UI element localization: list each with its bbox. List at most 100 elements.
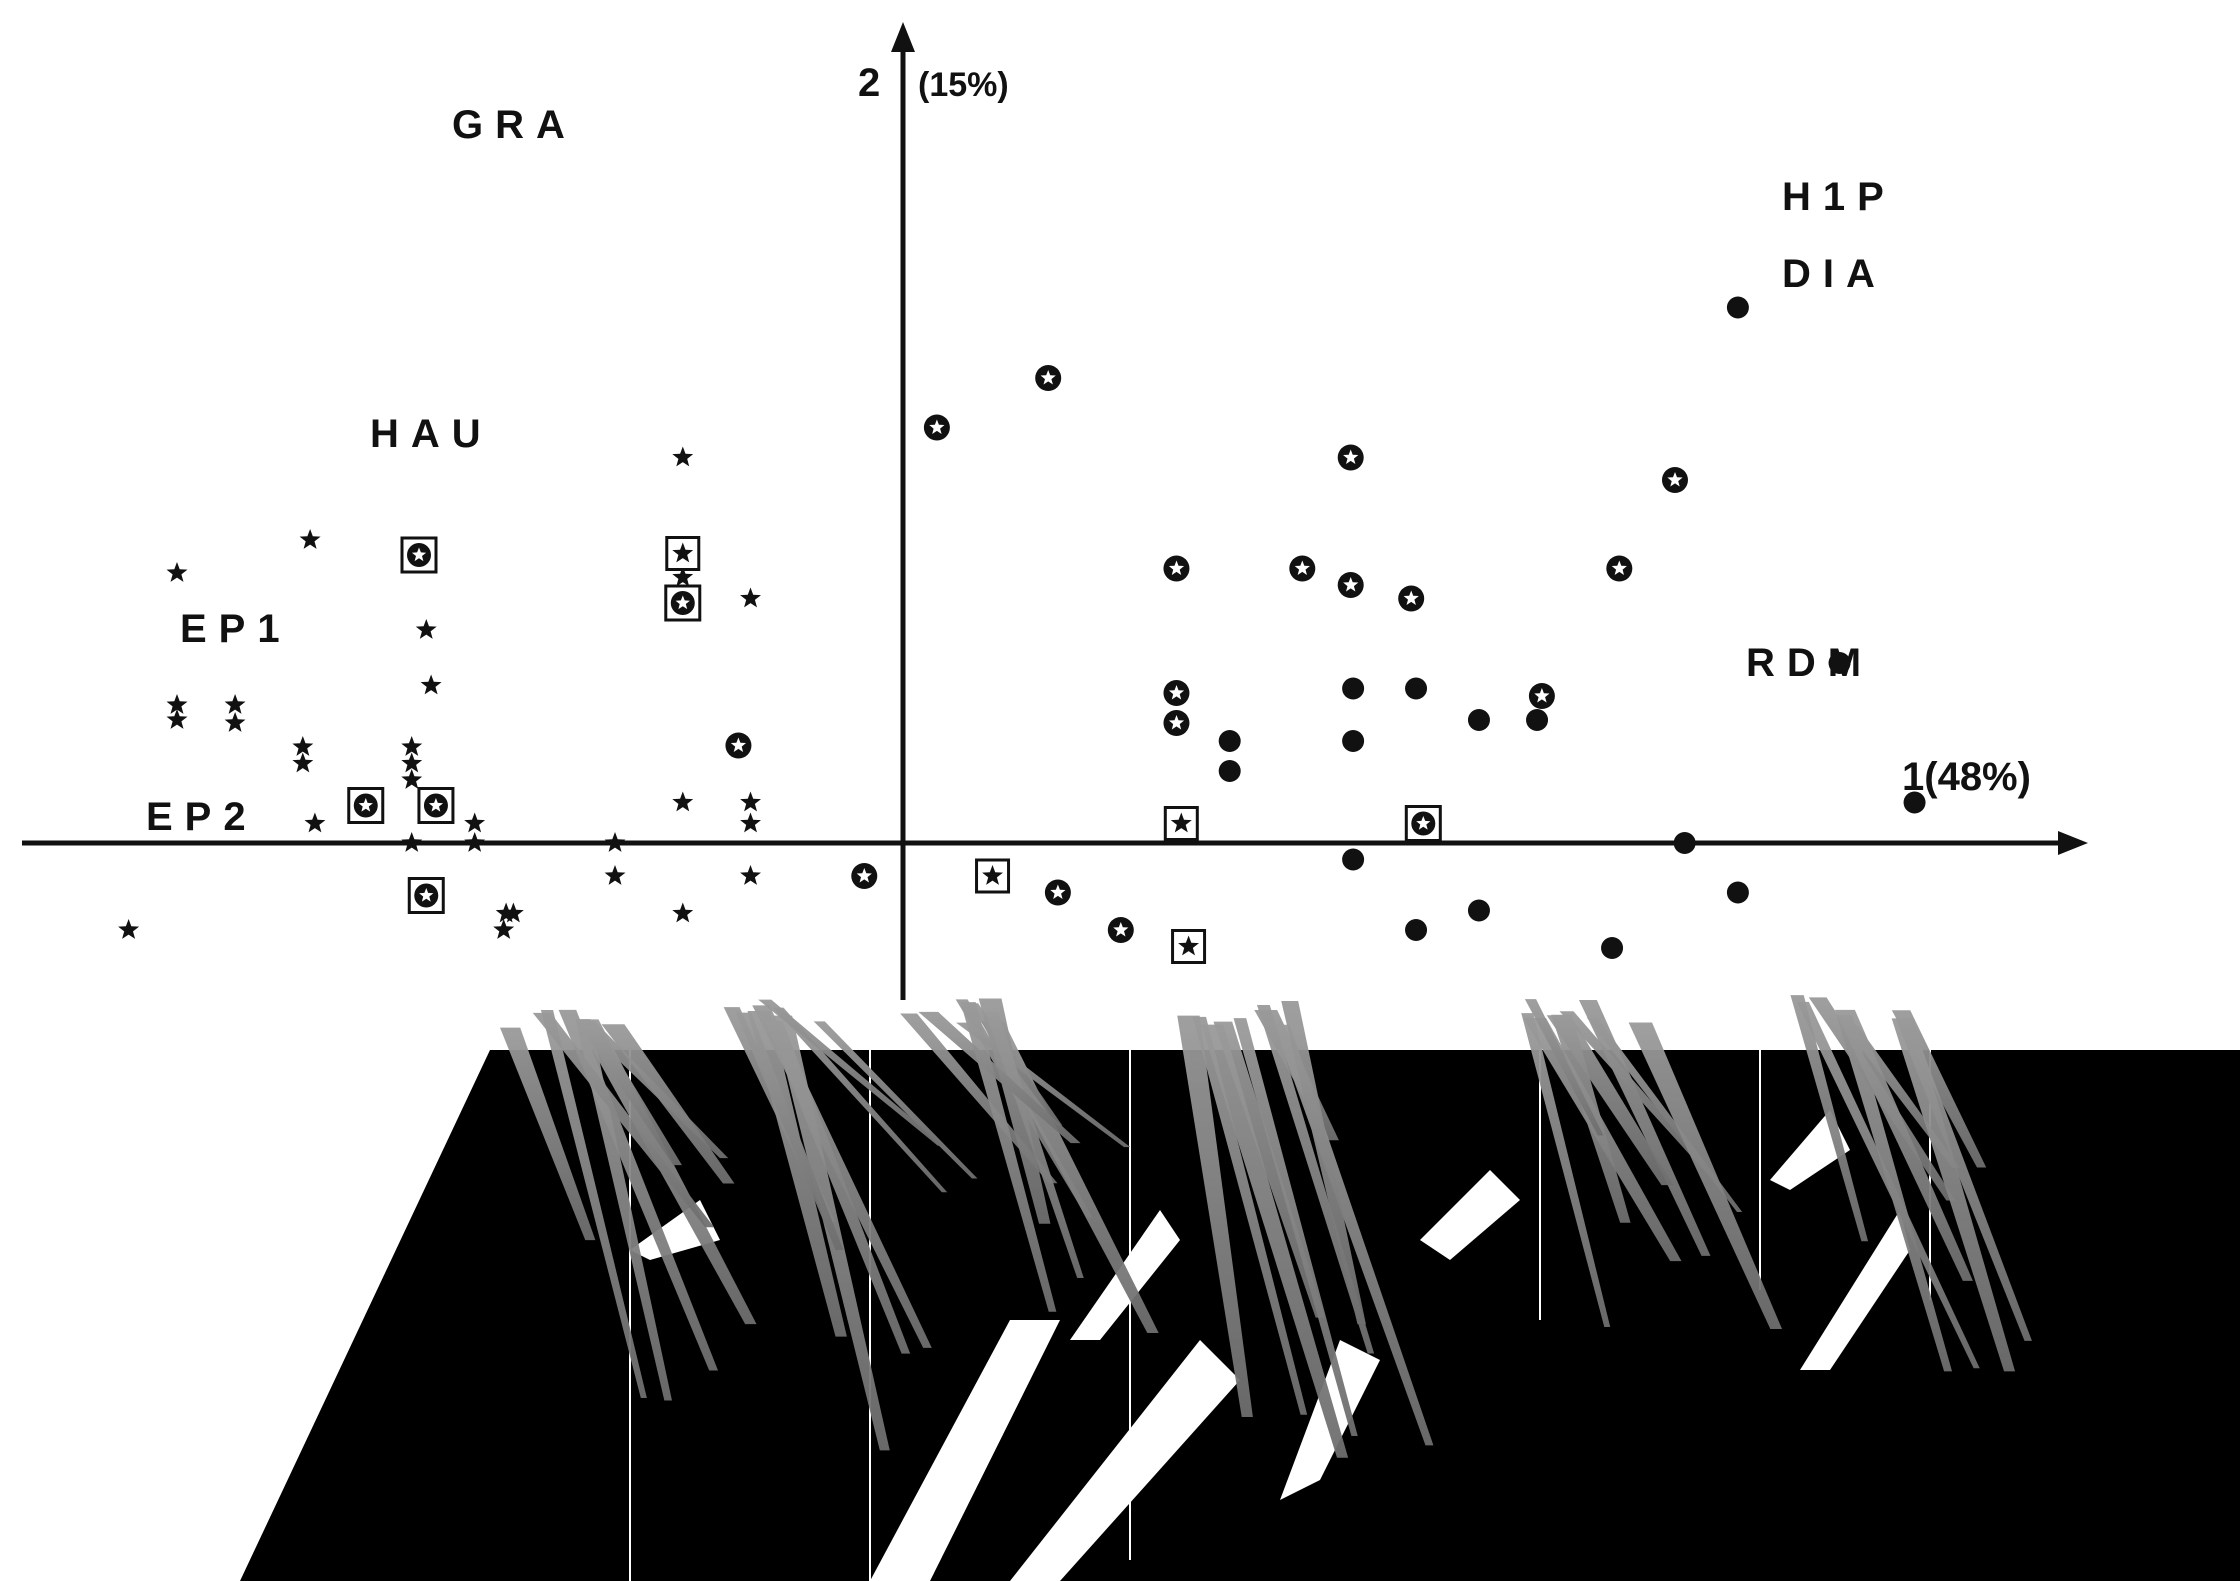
data-point-circle xyxy=(1405,919,1428,941)
data-point-circle xyxy=(1342,677,1365,700)
data-point-star xyxy=(292,752,314,773)
y-axis-label: (15%) xyxy=(918,66,1009,104)
data-point-circle-star xyxy=(1528,683,1555,709)
scan-artifact-fringe xyxy=(500,1027,596,1241)
data-point-circle xyxy=(1218,730,1241,752)
data-point-star xyxy=(292,736,314,756)
data-point-star xyxy=(166,709,188,729)
data-point-circle xyxy=(1218,760,1241,782)
data-point-circle-star xyxy=(1606,555,1633,582)
data-point-circle-star xyxy=(851,863,878,889)
scan-artifact-white-wedge xyxy=(1800,1210,1910,1370)
scan-artifact-fringe xyxy=(532,1012,715,1228)
scan-artifact-fringe xyxy=(1192,1016,1308,1415)
data-point-circle-star xyxy=(923,414,950,441)
scan-artifact-fringe xyxy=(1790,995,1869,1242)
scan-artifact-fringe xyxy=(1524,999,1604,1136)
data-point-circle-star xyxy=(1661,467,1688,493)
x-axis-arrowhead xyxy=(2058,831,2088,855)
data-point-star xyxy=(464,812,486,833)
data-points xyxy=(118,296,1926,964)
scan-artifact-fringe xyxy=(1834,1009,1973,1281)
scan-artifact-fringe xyxy=(956,1022,1131,1148)
data-point-star-in-box xyxy=(1171,929,1207,964)
scan-artifact-fringe xyxy=(1895,1019,2032,1341)
y-axis-number: 2 xyxy=(858,61,880,105)
scan-artifact-fringe xyxy=(1201,1024,1349,1458)
data-point-circle-star-in-box xyxy=(400,536,438,574)
scan-artifact-fringe xyxy=(978,998,1051,1224)
region-label-rdm: RDM xyxy=(1746,641,1873,685)
y-axis-arrowhead xyxy=(891,22,915,52)
scan-artifact-fringe xyxy=(1891,1018,2016,1372)
region-label-hau: HAU xyxy=(370,412,493,456)
scan-artifact-white-wedge xyxy=(870,1320,1060,1581)
scan-artifact-fringe xyxy=(1559,1011,1714,1173)
data-point-circle xyxy=(1726,296,1749,319)
scan-artifact-fringe xyxy=(1628,1022,1783,1330)
data-point-star xyxy=(224,712,246,732)
scan-artifact-fringes xyxy=(500,995,2032,1458)
data-point-circle xyxy=(1342,848,1365,871)
scan-artifact-fringe xyxy=(960,1002,1057,1312)
scan-artifact-fringe xyxy=(758,999,945,1146)
data-point-star-in-box xyxy=(975,858,1011,894)
data-point-circle-star xyxy=(1289,555,1316,582)
data-point-circle-star-in-box xyxy=(1404,805,1442,842)
data-point-star xyxy=(672,566,694,587)
data-point-circle-star xyxy=(1035,365,1062,391)
data-point-circle-star xyxy=(1107,917,1134,943)
data-point-circle-star-in-box xyxy=(664,584,702,622)
x-axis-label: 1(48%) xyxy=(1902,755,2031,799)
scan-artifact-fringe xyxy=(1177,1015,1253,1417)
data-point-star xyxy=(166,562,188,582)
scan-artifact-fringe xyxy=(1521,1013,1611,1328)
data-point-circle xyxy=(1405,677,1428,700)
scan-artifact-fringe xyxy=(575,1019,672,1401)
region-label-dia: DIA xyxy=(1782,252,1887,296)
data-point-star xyxy=(401,736,423,756)
data-point-star xyxy=(672,446,694,467)
data-point-star xyxy=(420,674,442,695)
data-point-star xyxy=(299,529,321,549)
data-point-circle xyxy=(1601,937,1624,959)
scan-artifact-fringe xyxy=(1546,1015,1674,1186)
data-point-star xyxy=(672,902,694,923)
data-point-star xyxy=(401,832,423,852)
data-point-star xyxy=(415,619,437,639)
data-point-star xyxy=(118,919,140,939)
scan-artifact-black-block xyxy=(240,1050,2240,1581)
scan-artifact-fringe xyxy=(735,1012,844,1251)
region-label-gra: GRA xyxy=(452,103,577,147)
data-point-circle-star xyxy=(1163,555,1190,582)
scan-artifact-fringe xyxy=(772,1007,948,1193)
scan-artifact-white-wedge xyxy=(1420,1170,1520,1260)
data-point-circle-star xyxy=(1337,444,1364,471)
scan-artifact-fringe xyxy=(540,1010,647,1398)
data-point-star-in-box xyxy=(1163,806,1199,841)
data-point-star xyxy=(604,832,626,852)
scan-artifact-fringe xyxy=(580,1026,682,1166)
data-point-star xyxy=(740,812,761,833)
region-label-ep1: EP1 xyxy=(180,607,292,651)
data-point-circle xyxy=(1467,899,1490,922)
data-point-circle-star-in-box xyxy=(347,787,385,824)
data-point-circle xyxy=(1467,709,1490,731)
data-point-circle-star xyxy=(1163,680,1190,706)
scan-artifact-fringe xyxy=(918,1011,1081,1144)
scan-artifact-fringe xyxy=(1233,1018,1358,1437)
data-point-star xyxy=(604,865,626,885)
data-point-circle-star xyxy=(1163,710,1190,736)
data-point-star xyxy=(672,791,694,812)
region-label-ep2: EP2 xyxy=(146,795,258,839)
data-point-star xyxy=(166,694,188,714)
data-point-circle-star xyxy=(725,732,752,759)
data-point-star xyxy=(740,865,761,885)
data-point-circle xyxy=(1903,791,1926,814)
data-point-circle-star-in-box xyxy=(407,877,445,914)
scan-artifact-fringe xyxy=(1796,1001,1980,1369)
data-point-star xyxy=(740,791,761,812)
data-point-circle-star xyxy=(1398,585,1425,612)
data-point-circle xyxy=(1342,730,1365,752)
